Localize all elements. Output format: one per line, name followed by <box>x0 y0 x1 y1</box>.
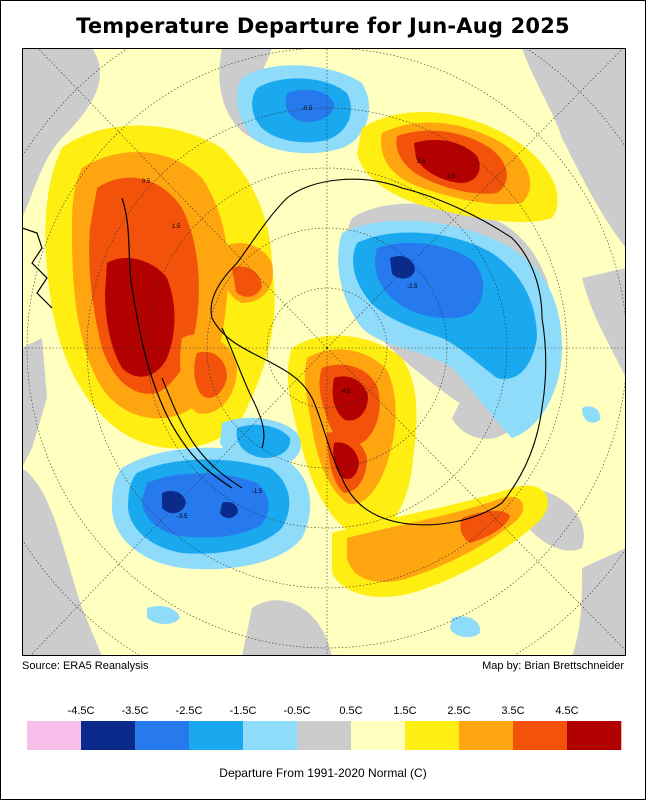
source-credit: Source: ERA5 Reanalysis <box>22 660 149 672</box>
legend-tick-label: -1.5C <box>230 705 257 717</box>
legend-color-box <box>567 721 622 750</box>
legend-tick-label: -2.5C <box>176 705 203 717</box>
legend-tick-label: 1.5C <box>393 705 416 717</box>
contour-labels: 0.5 1.5 2.5 3.5 4.5 -0.5 -1.5 -2.5 -3.5 <box>142 106 456 520</box>
legend-tick-label: 0.5C <box>339 705 362 717</box>
legend-color-box <box>189 721 244 750</box>
antarctica-coastline <box>161 178 547 526</box>
contour-label: -3.5 <box>177 514 188 520</box>
legend-tick-labels: -4.5C -3.5C -2.5C -1.5C -0.5C 0.5C 1.5C 2.5C 3.5… <box>68 705 579 717</box>
contour-label: 1.5 <box>172 224 181 230</box>
legend-color-box <box>27 721 82 750</box>
south-america-coastline <box>22 197 233 489</box>
warm-anomaly-northeast <box>357 111 558 223</box>
legend-color-box <box>81 721 136 750</box>
legend-color-box <box>405 721 460 750</box>
legend-color-box <box>243 721 298 750</box>
legend-tick-label: 2.5C <box>447 705 470 717</box>
legend-tick-label: -3.5C <box>122 705 149 717</box>
warm-anomaly-west <box>45 125 275 449</box>
legend-color-box <box>351 721 406 750</box>
legend-tick-label: -0.5C <box>284 705 311 717</box>
legend-tick-label: 3.5C <box>501 705 524 717</box>
contour-label: -0.5 <box>302 106 313 112</box>
map-border <box>22 48 626 656</box>
map-title: Temperature Departure for Jun-Aug 2025 <box>76 14 570 38</box>
legend-color-box <box>297 721 352 750</box>
contour-label: -2.5 <box>407 284 418 290</box>
legend-title: Departure From 1991-2020 Normal (C) <box>219 766 427 780</box>
warm-anomaly-southeast <box>332 485 548 597</box>
temperature-anomaly-map: 0.5 1.5 2.5 3.5 4.5 -0.5 -1.5 -2.5 -3.5 <box>22 48 626 656</box>
legend-color-box <box>459 721 514 750</box>
author-credit: Map by: Brian Brettschneider <box>482 660 624 672</box>
legend-tick-label: 4.5C <box>555 705 578 717</box>
contour-label: 0.5 <box>142 179 151 185</box>
contour-label: 2.5 <box>417 159 426 165</box>
contour-label: -1.5 <box>252 489 263 495</box>
cold-anomaly-north <box>236 65 370 154</box>
cold-patch <box>147 606 180 624</box>
legend-color-boxes <box>27 721 622 750</box>
contour-label: 3.5 <box>447 174 456 180</box>
contour-label: 4.5 <box>342 389 351 395</box>
cold-anomaly-east <box>338 220 562 438</box>
cold-anomaly-southwest <box>112 447 311 570</box>
color-legend: -4.5C -3.5C -2.5C -1.5C -0.5C 0.5C 1.5C 2.5C 3.5… <box>27 705 622 750</box>
legend-tick-label: -4.5C <box>68 705 95 717</box>
legend-color-box <box>135 721 190 750</box>
legend-color-box <box>513 721 568 750</box>
graticule <box>22 48 626 656</box>
warm-anomaly-south-central <box>287 335 417 538</box>
cold-patch <box>450 616 481 638</box>
cold-patch <box>582 406 601 423</box>
